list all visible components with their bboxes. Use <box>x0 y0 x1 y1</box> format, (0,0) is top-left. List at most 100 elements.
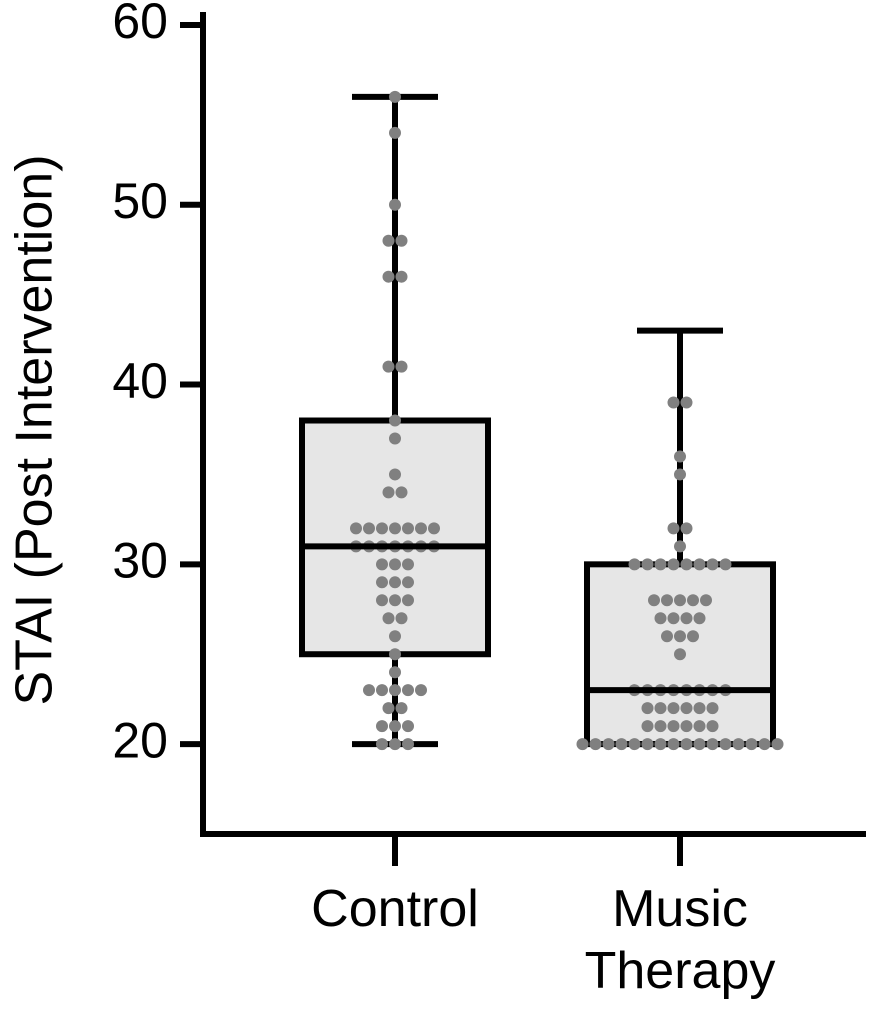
point <box>687 594 699 607</box>
point <box>667 522 680 535</box>
point <box>389 738 401 751</box>
point <box>389 414 401 427</box>
point <box>674 630 686 643</box>
point <box>389 684 401 697</box>
point <box>402 594 414 607</box>
point <box>680 702 693 715</box>
point <box>382 234 395 247</box>
point <box>661 594 673 607</box>
x-tick-label: Music Therapy <box>584 880 776 1000</box>
point <box>415 684 427 697</box>
point <box>382 486 395 499</box>
y-tick-label: 30 <box>112 533 168 589</box>
point <box>654 558 667 571</box>
point <box>376 594 388 607</box>
point <box>758 738 771 751</box>
point <box>382 612 395 625</box>
point <box>674 594 686 607</box>
point <box>389 90 401 103</box>
point <box>402 558 414 571</box>
point <box>376 720 388 733</box>
point <box>576 738 589 751</box>
point <box>389 558 401 571</box>
point <box>667 738 680 751</box>
point <box>771 738 784 751</box>
point <box>376 738 388 751</box>
y-tick-label: 40 <box>112 353 168 409</box>
point <box>402 738 414 751</box>
point <box>602 738 615 751</box>
y-tick-label: 50 <box>112 173 168 229</box>
point <box>395 234 408 247</box>
point <box>389 198 401 211</box>
point <box>376 522 388 535</box>
point <box>667 720 680 733</box>
y-axis-label: STAI (Post Intervention) <box>6 154 64 705</box>
point <box>641 720 654 733</box>
point <box>389 630 401 643</box>
point <box>389 648 401 661</box>
point <box>661 630 673 643</box>
point <box>389 432 401 445</box>
point <box>363 684 375 697</box>
point <box>667 702 680 715</box>
point <box>350 522 362 535</box>
point <box>395 270 408 283</box>
point <box>706 720 719 733</box>
point <box>402 684 414 697</box>
y-tick-label: 20 <box>112 712 168 768</box>
point <box>389 666 401 679</box>
point <box>654 720 667 733</box>
point <box>667 558 680 571</box>
point <box>615 738 628 751</box>
point <box>667 612 680 625</box>
point <box>382 360 395 373</box>
point <box>680 612 693 625</box>
point <box>389 126 401 139</box>
point <box>719 558 732 571</box>
point <box>745 738 758 751</box>
point <box>389 576 401 589</box>
point <box>674 540 686 553</box>
point <box>363 522 375 535</box>
point <box>706 558 719 571</box>
point <box>693 702 706 715</box>
point <box>389 594 401 607</box>
point <box>395 612 408 625</box>
point <box>402 720 414 733</box>
point <box>654 702 667 715</box>
point <box>376 684 388 697</box>
point <box>641 702 654 715</box>
point <box>680 558 693 571</box>
point <box>674 468 686 481</box>
point <box>376 558 388 571</box>
point <box>680 720 693 733</box>
point <box>395 702 408 715</box>
point <box>395 360 408 373</box>
point <box>628 738 641 751</box>
point <box>654 612 667 625</box>
point <box>382 702 395 715</box>
point <box>402 522 414 535</box>
point <box>402 576 414 589</box>
point <box>667 396 680 409</box>
point <box>680 396 693 409</box>
point <box>648 594 660 607</box>
point <box>693 558 706 571</box>
point <box>674 648 686 661</box>
point <box>680 738 693 751</box>
point <box>674 450 686 463</box>
point <box>693 720 706 733</box>
point <box>706 702 719 715</box>
point <box>732 738 745 751</box>
point <box>628 558 641 571</box>
y-tick-label: 60 <box>112 0 168 49</box>
point <box>700 594 712 607</box>
point <box>693 612 706 625</box>
point <box>428 522 440 535</box>
point <box>641 558 654 571</box>
point <box>654 738 667 751</box>
point <box>589 738 602 751</box>
